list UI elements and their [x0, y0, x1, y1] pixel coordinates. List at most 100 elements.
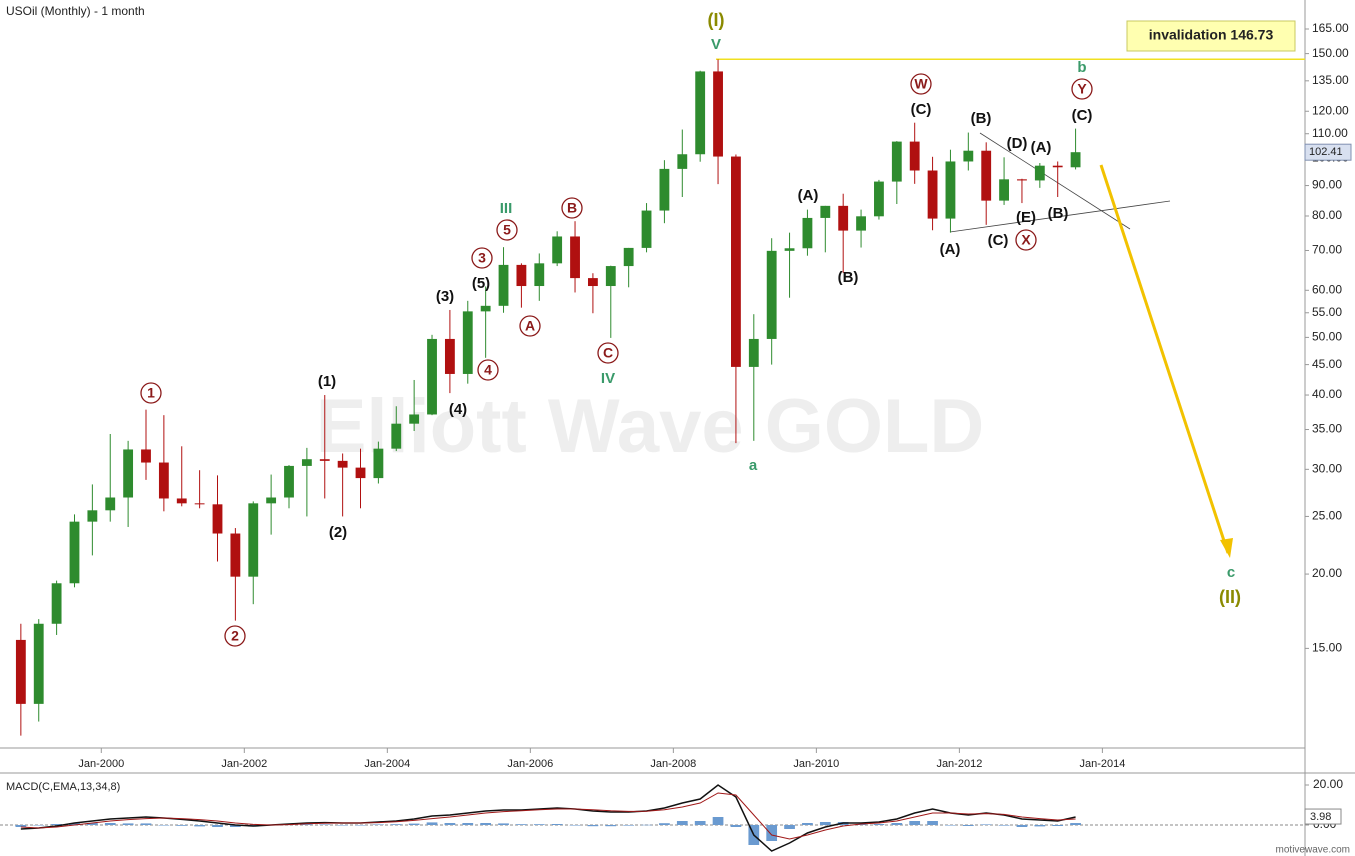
candle-body: [33, 623, 44, 704]
x-tick-label: Jan-2014: [1079, 758, 1125, 770]
x-tick-label: Jan-2004: [364, 758, 410, 770]
candle-body: [69, 521, 80, 584]
x-tick-label: Jan-2002: [221, 758, 267, 770]
candle-body: [784, 248, 795, 251]
candle-body: [802, 217, 813, 249]
histogram-bar: [498, 823, 509, 825]
wave-circle: [477, 359, 499, 381]
wave-label: (C): [988, 232, 1009, 249]
histogram-bar: [373, 824, 384, 825]
candle-body: [856, 216, 866, 231]
candle-body: [605, 266, 616, 287]
wave-label: (B): [1048, 205, 1069, 222]
histogram-bar: [480, 823, 492, 825]
y-tick-label: 110.00: [1312, 126, 1348, 140]
candle-body: [194, 503, 205, 505]
histogram-bar: [87, 823, 98, 825]
histogram-bar: [319, 824, 331, 825]
candle-body: [284, 465, 294, 498]
last-macd-box: [1304, 808, 1342, 825]
y-tick-label: 15.00: [1312, 641, 1342, 655]
histogram-bar: [426, 822, 438, 825]
wave-circle: [140, 382, 162, 404]
histogram-bar: [1070, 823, 1081, 825]
histogram-bar: [462, 823, 474, 825]
histogram-bar: [516, 824, 527, 825]
histogram-bar: [909, 821, 921, 825]
wave-label: 2: [231, 628, 239, 644]
wave-circle: [496, 219, 518, 241]
wave-label: 4: [484, 362, 492, 378]
y-tick-label: 30.00: [1312, 462, 1342, 476]
candle-body: [319, 459, 330, 461]
wave-label: Y: [1077, 81, 1087, 97]
histogram-bar: [712, 817, 724, 825]
histogram-bar: [51, 824, 62, 825]
candle-body: [695, 71, 706, 155]
macd-line: [20, 792, 1076, 840]
candle-body: [874, 181, 884, 217]
wave-label: a: [749, 457, 758, 474]
wave-label: (C): [911, 101, 932, 118]
x-tick-label: Jan-2008: [650, 758, 696, 770]
histogram-bar: [33, 825, 45, 826]
footer: motivewave.com: [1276, 845, 1350, 856]
histogram-bar: [390, 824, 402, 825]
histogram-bar: [659, 823, 670, 825]
wave-label: 3: [478, 250, 486, 266]
candle-body: [534, 263, 545, 287]
y-tick-label: 35.00: [1312, 422, 1342, 436]
histogram-bar: [122, 823, 134, 825]
last-price-label: 102.41: [1309, 146, 1343, 158]
candle-body: [301, 459, 312, 466]
wave-label: (A): [940, 241, 961, 258]
wave-label: b: [1077, 59, 1086, 76]
wave-label: W: [914, 76, 928, 92]
histogram-bar: [623, 825, 635, 826]
histogram-bar: [1016, 825, 1028, 827]
histogram-bar: [355, 825, 366, 826]
histogram-bar: [1052, 825, 1064, 826]
y-tick-label: 25.00: [1312, 509, 1342, 523]
projection-arrow: [1099, 164, 1230, 554]
candle-body: [87, 510, 98, 522]
candle-body: [891, 141, 902, 182]
candle-body: [927, 170, 938, 219]
candle-body: [516, 264, 527, 287]
candle-body: [123, 449, 134, 498]
candle-body: [963, 150, 974, 162]
wave-circle: [561, 197, 583, 219]
y-tick-label: 50.00: [1312, 330, 1342, 344]
wave-label: V: [711, 36, 721, 53]
wave-label: c: [1227, 564, 1235, 581]
histogram-bar: [730, 825, 742, 827]
candle-body: [15, 639, 26, 704]
y-tick-label: 120.00: [1312, 103, 1349, 117]
candle-body: [248, 503, 259, 577]
candle-body: [999, 179, 1009, 201]
candle-body: [230, 533, 241, 577]
y-tick-label: 60.00: [1312, 282, 1342, 296]
wave-label: (A): [798, 187, 819, 204]
candle-body: [373, 448, 384, 479]
wave-circle: [471, 247, 493, 269]
wave-circle: [519, 315, 541, 337]
candle-body: [570, 236, 580, 279]
wave-label: (2): [329, 524, 347, 541]
y-tick-label: 20.00: [1312, 566, 1342, 580]
x-tick-label: Jan-2006: [507, 758, 553, 770]
candle-body: [444, 338, 455, 374]
histogram-bar: [337, 825, 348, 826]
last-price-box: [1304, 143, 1352, 161]
wave-circle: [224, 625, 246, 647]
invalidation-label: invalidation 146.73: [1149, 27, 1274, 43]
wave-label: (3): [436, 288, 454, 305]
wave-circle: [1015, 229, 1037, 251]
wave-label: B: [567, 200, 577, 216]
candle-body: [337, 460, 348, 468]
histogram-bar: [605, 825, 617, 827]
candle-body: [105, 497, 116, 511]
candle-body: [176, 498, 187, 504]
histogram-bar: [104, 823, 116, 825]
